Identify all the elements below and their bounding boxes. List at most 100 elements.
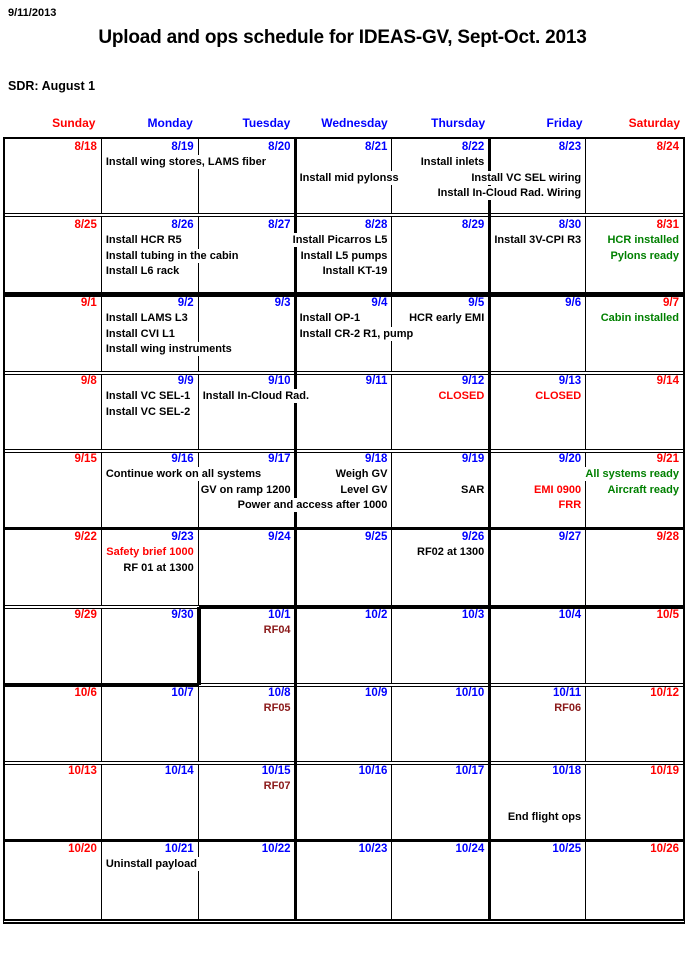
day-cell-8-22: 8/22 Install inlets <box>392 139 490 217</box>
weekday-header-saturday: Saturday <box>628 116 680 130</box>
day-cell-8-19: 8/19 Install wing stores, LAMS fiber <box>102 139 268 217</box>
event-label: RF07 <box>261 779 293 793</box>
event-label: Install mid pylonss <box>297 170 401 185</box>
date-label: 8/20 <box>268 141 291 153</box>
date-label: 10/1 <box>268 609 291 621</box>
event-label: Cabin installed <box>598 311 681 325</box>
date-label: 9/12 <box>461 375 485 387</box>
day-cell-10-23: 10/23 <box>296 841 393 919</box>
event-label: Install inlets <box>418 155 487 169</box>
date-label: 10/6 <box>74 687 97 699</box>
day-cell-8-26: 8/26 Install HCR R5 Install tubing in the … <box>102 217 241 295</box>
date-label: 8/26 <box>171 219 194 231</box>
date-label: 8/31 <box>656 219 679 231</box>
event-label: EMI 0900 <box>532 482 584 497</box>
day-cell-9-16: 9/16 Continue work on all systems <box>102 451 264 529</box>
date-label: 9/13 <box>558 375 582 387</box>
weekday-header-monday: Monday <box>147 116 193 130</box>
event-label: CLOSED <box>533 389 584 403</box>
date-label: 9/23 <box>171 531 194 543</box>
day-cell-10-17: 10/17 <box>392 763 490 841</box>
date-label: 8/24 <box>656 141 679 153</box>
date-label: 9/16 <box>171 453 194 465</box>
day-cell-9-19: 9/19 SAR <box>392 451 490 529</box>
date-label: 8/19 <box>171 141 194 153</box>
date-label: 9/25 <box>365 531 388 543</box>
day-cell-10-14: 10/14 <box>102 763 199 841</box>
week2-thick-separator-line <box>5 292 683 297</box>
day-cell-9-1: 9/1 <box>5 295 102 373</box>
sdr-note: SDR: August 1 <box>8 79 96 93</box>
day-cell-9-27: 9/27 <box>489 529 587 607</box>
day-cell-10-24: 10/24 <box>392 841 490 919</box>
event-label: RF05 <box>261 701 293 715</box>
event-label: All systems ready <box>583 467 681 481</box>
weekday-header-row: Sunday Monday Tuesday Wednesday Thursday Frid… <box>3 116 685 135</box>
event-label: RF 01 at 1300 <box>121 560 196 575</box>
event-label: HCR early EMI <box>407 311 487 325</box>
week7-thick-separator-line-left <box>5 683 199 687</box>
day-cell-9-29: 9/29 <box>5 607 102 685</box>
date-label: 9/26 <box>461 531 485 543</box>
date-label: 10/3 <box>461 609 485 621</box>
print-date-stamp: 9/11/2013 <box>8 7 57 19</box>
day-cell-10-19: 10/19 <box>586 763 683 841</box>
day-cell-10-5: 10/5 <box>586 607 683 685</box>
date-label: 9/19 <box>461 453 485 465</box>
event-label: RF02 at 1300 <box>415 545 487 559</box>
event-label: End flight ops <box>505 810 584 824</box>
day-cell-10-25: 10/25 <box>489 841 587 919</box>
day-cell-10-2: 10/2 <box>296 607 393 685</box>
date-label: 10/20 <box>68 843 97 855</box>
day-cell-9-30: 9/30 <box>102 607 199 685</box>
event-label: Install LAMS L3 <box>103 311 190 325</box>
week4-separator-line <box>5 449 683 453</box>
day-cell-10-11: 10/11 RF06 <box>489 685 587 763</box>
event-label: Install L5 pumps <box>298 248 390 263</box>
day-cell-10-4: 10/4 <box>489 607 587 685</box>
day-cell-10-15: 10/15 RF07 <box>199 763 296 841</box>
day-cell-9-24: 9/24 <box>199 529 296 607</box>
day-cell-10-7: 10/7 <box>102 685 199 763</box>
week7-separator-line-right <box>198 683 683 687</box>
day-cell-10-1: 10/1 RF04 <box>199 607 296 685</box>
day-cell-9-25: 9/25 <box>296 529 393 607</box>
day-cell-9-3: 9/3 <box>199 295 296 373</box>
date-label: 9/18 <box>365 453 388 465</box>
day-cell-9-11: 9/11 <box>296 373 393 451</box>
week3-separator-line <box>5 371 683 375</box>
day-cell-9-14: 9/14 <box>586 373 683 451</box>
event-label: Install VC SEL-2 <box>103 404 193 419</box>
date-label: 9/30 <box>171 609 194 621</box>
event-label: Install L6 rack <box>103 264 182 278</box>
week9-thick-separator-line <box>5 839 683 842</box>
event-label: FRR <box>556 498 584 512</box>
event-label: Install KT-19 <box>320 264 390 278</box>
date-label: 10/2 <box>365 609 388 621</box>
date-label: 10/24 <box>455 843 485 855</box>
event-label: Install Picarros L5 <box>290 233 390 247</box>
day-cell-9-12: 9/12 CLOSED <box>392 373 490 451</box>
date-label: 9/1 <box>80 297 97 309</box>
day-cell-10-6: 10/6 <box>5 685 102 763</box>
date-label: 9/4 <box>371 297 388 309</box>
day-cell-9-6: 9/6 <box>489 295 587 373</box>
day-cell-9-9: 9/9 Install VC SEL-1 Install VC SEL-2 <box>102 373 199 451</box>
weekday-header-friday: Friday <box>546 116 583 130</box>
calendar-grid: 8/18 8/19 Install wing stores, LAMS fiber 8… <box>3 137 685 924</box>
day-cell-8-24: 8/24 <box>586 139 683 217</box>
week5-thick-separator-line <box>5 527 683 530</box>
day-cell-10-26: 10/26 <box>586 841 683 919</box>
day-cell-9-17: 9/17 GV on ramp 1200 <box>198 451 296 529</box>
date-label: 10/11 <box>552 687 582 699</box>
tuesday-wednesday-thick-rule <box>294 139 298 919</box>
date-label: 9/22 <box>74 531 97 543</box>
date-label: 9/8 <box>80 375 97 387</box>
day-cell-10-8: 10/8 RF05 <box>199 685 296 763</box>
day-cell-9-15: 9/15 <box>5 451 102 529</box>
day-cell-10-12: 10/12 <box>586 685 683 763</box>
date-label: 9/5 <box>468 297 485 309</box>
date-label: 9/6 <box>565 297 582 309</box>
date-label: 8/25 <box>74 219 97 231</box>
date-label: 9/15 <box>74 453 97 465</box>
